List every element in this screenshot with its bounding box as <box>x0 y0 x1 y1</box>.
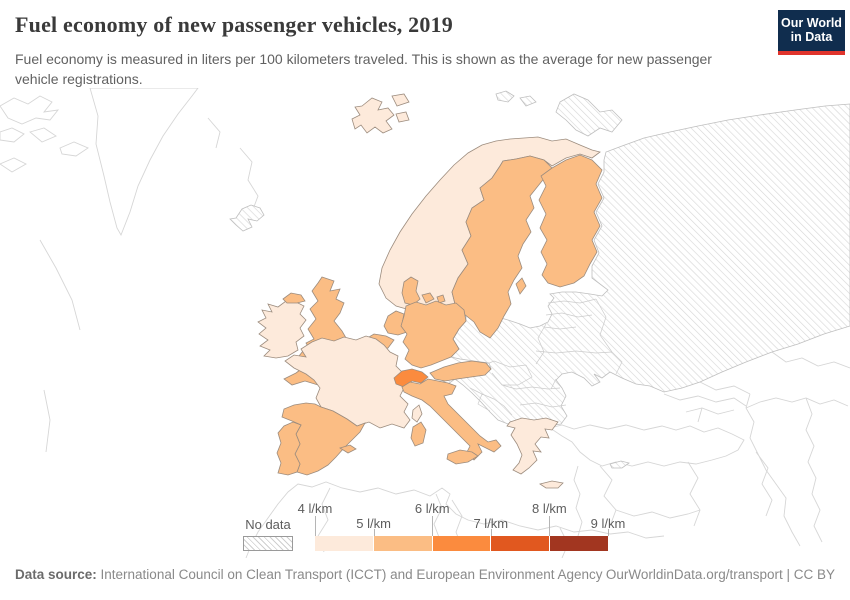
legend-tick-label-9: 9 l/km <box>590 516 626 531</box>
country-iceland[interactable] <box>229 204 265 232</box>
legend-tick-label-5: 5 l/km <box>356 516 391 531</box>
country-austria[interactable] <box>429 360 492 382</box>
corsica[interactable] <box>411 404 423 423</box>
balearic-islands[interactable] <box>339 444 357 454</box>
legend-color-bar <box>315 536 608 551</box>
gotland[interactable] <box>515 277 527 295</box>
northern-ireland[interactable] <box>282 292 306 304</box>
data-countries <box>257 93 603 489</box>
north-africa-borders <box>317 487 569 559</box>
country-ireland[interactable] <box>257 300 307 359</box>
svalbard[interactable] <box>351 93 410 134</box>
country-portugal[interactable] <box>276 421 302 476</box>
country-switzerland[interactable] <box>393 368 429 388</box>
franz-josef-land[interactable] <box>495 90 537 107</box>
data-source-text: International Council on Clean Transport… <box>96 567 603 582</box>
country-germany[interactable] <box>400 300 467 369</box>
sicily[interactable] <box>446 449 479 465</box>
owid-logo[interactable]: Our World in Data <box>778 10 845 55</box>
canada-islands <box>0 95 89 173</box>
novaya-zemlya[interactable] <box>555 93 623 137</box>
caucasus-borders <box>663 393 747 423</box>
page-title: Fuel economy of new passenger vehicles, … <box>15 12 453 37</box>
legend-tick-label-7: 7 l/km <box>473 516 509 531</box>
legend-tick-7 <box>490 529 492 536</box>
legend-tick-label-8: 8 l/km <box>532 501 567 516</box>
legend-bin-8-9[interactable] <box>550 536 608 551</box>
country-eastern-europe-russia[interactable] <box>441 103 850 427</box>
legend-bin-5-6[interactable] <box>373 536 433 551</box>
legend-bin-4-5[interactable] <box>315 536 374 551</box>
legend-no-data-swatch[interactable] <box>243 536 293 551</box>
no-data-countries <box>229 90 850 469</box>
country-greece[interactable] <box>506 417 559 475</box>
map-svg <box>0 87 850 559</box>
greenland <box>89 87 199 237</box>
legend-tick-label-4: 4 l/km <box>297 501 333 516</box>
country-cyprus[interactable] <box>609 460 630 469</box>
country-denmark[interactable] <box>401 276 446 306</box>
legend-tick-label-6: 6 l/km <box>414 501 450 516</box>
legend-tick-6 <box>432 516 434 536</box>
legend-bin-6-7[interactable] <box>432 536 492 551</box>
middle-east-borders <box>573 451 773 551</box>
owid-logo-line1: Our World <box>781 16 842 30</box>
turkey <box>548 424 745 467</box>
legend-bin-7-8[interactable] <box>491 536 551 551</box>
country-italy[interactable] <box>401 378 502 461</box>
europe-choropleth-map <box>0 87 850 559</box>
legend-tick-4 <box>315 516 316 536</box>
legend-tick-5 <box>373 529 375 536</box>
legend-tick-9 <box>608 529 609 536</box>
legend-no-data-label: No data <box>245 517 291 532</box>
map-legend: No data 4 l/km 5 l/km 6 l/km 7 l/km 8 l/… <box>0 500 850 556</box>
legend-tick-8 <box>549 516 551 536</box>
data-source-note: Data source: International Council on Cl… <box>15 567 603 582</box>
caspian-sea-coast <box>745 397 849 547</box>
greenland-east-coast <box>39 117 259 453</box>
coastlines-outside-region <box>0 87 850 559</box>
data-source-label: Data source: <box>15 567 97 582</box>
country-finland[interactable] <box>538 154 603 288</box>
sardinia[interactable] <box>410 421 427 447</box>
kazakhstan-borders <box>699 351 850 409</box>
owid-logo-line2: in Data <box>790 30 833 45</box>
country-france[interactable] <box>284 335 411 429</box>
chart-footer: Data source: International Council on Cl… <box>15 567 835 582</box>
chart-subtitle: Fuel economy is measured in liters per 1… <box>15 51 712 87</box>
crete[interactable] <box>539 480 564 489</box>
owid-link[interactable]: OurWorldinData.org/transport | CC BY <box>605 567 835 582</box>
